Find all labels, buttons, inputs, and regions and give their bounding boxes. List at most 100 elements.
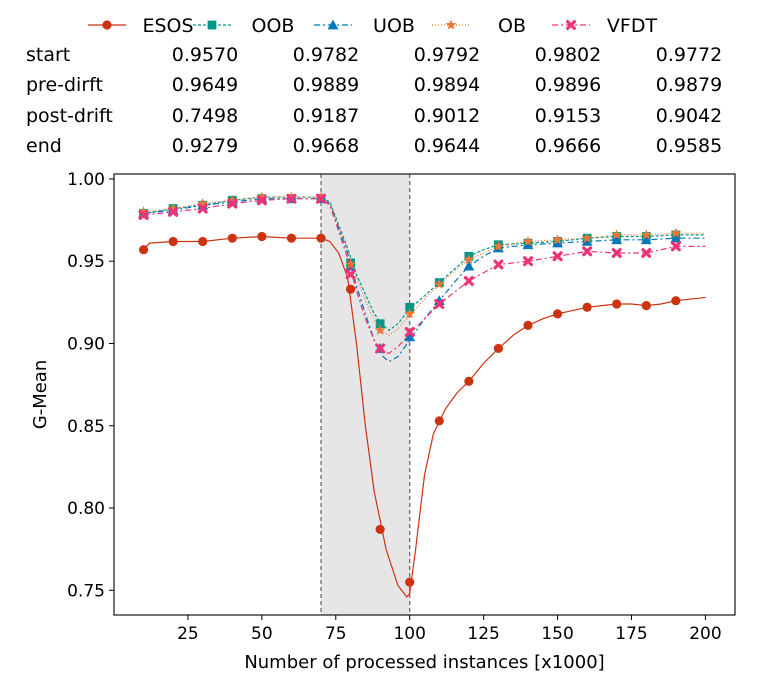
data-point-esos — [493, 343, 504, 354]
data-point-esos — [434, 416, 444, 426]
x-tick-label: 50 — [251, 624, 273, 644]
y-tick-label: 0.85 — [67, 417, 105, 437]
series-uob — [138, 193, 706, 363]
data-point-ob — [197, 198, 209, 209]
summary-value-oob: 0.9668 — [293, 135, 359, 157]
summary-value-oob: 0.9889 — [293, 74, 359, 96]
x-tick-label: 25 — [177, 624, 199, 644]
data-point-vfdt — [434, 298, 445, 309]
summary-table: start 0.9570 0.9782 0.9792 0.9802 0.9772 pre-d… — [26, 44, 722, 157]
summary-value-oob: 0.9782 — [293, 44, 359, 66]
legend-marker-vfdt — [566, 20, 576, 30]
data-point-uob — [611, 234, 623, 245]
data-point-esos — [523, 320, 533, 330]
y-tick-label: 0.95 — [67, 252, 105, 272]
summary-value-uob: 0.9012 — [414, 105, 480, 127]
summary-value-vfdt: 0.9879 — [656, 74, 722, 96]
data-point-esos — [138, 245, 149, 255]
data-point-esos — [168, 236, 178, 247]
data-point-ob — [433, 278, 445, 289]
data-point-vfdt — [197, 203, 208, 214]
data-point-esos — [612, 299, 622, 309]
data-point-esos — [582, 302, 592, 312]
series-line-vfdt — [143, 198, 706, 355]
data-point-vfdt — [138, 210, 149, 221]
data-point-ob — [167, 202, 179, 214]
x-tick-label: 100 — [393, 624, 425, 644]
data-point-vfdt — [641, 247, 652, 258]
summary-value-ob: 0.9896 — [535, 74, 601, 96]
series-oob — [139, 194, 706, 332]
summary-value-esos: 0.9649 — [172, 74, 238, 96]
x-axis: 25 50 75 100 125 150 175 200 — [177, 615, 722, 644]
data-point-ob — [404, 308, 416, 319]
legend-marker-uob — [327, 19, 339, 30]
data-point-vfdt — [493, 259, 504, 270]
data-point-esos — [375, 524, 385, 535]
data-point-vfdt — [168, 206, 179, 217]
series-vfdt — [138, 193, 706, 355]
data-point-ob — [463, 253, 475, 265]
series-line-esos — [143, 235, 706, 598]
y-tick-label: 0.90 — [67, 334, 105, 354]
data-point-vfdt — [227, 198, 238, 209]
data-point-vfdt — [345, 269, 356, 280]
summary-value-ob: 0.9153 — [535, 105, 601, 127]
data-point-vfdt — [582, 246, 593, 257]
data-point-esos — [316, 233, 326, 243]
data-point-ob — [374, 324, 386, 335]
drift-region-band — [321, 174, 410, 615]
data-point-uob — [581, 236, 593, 246]
data-point-vfdt — [611, 247, 622, 258]
y-tick-label: 0.75 — [67, 581, 105, 601]
data-point-ob — [345, 258, 356, 270]
summary-value-esos: 0.9279 — [172, 135, 238, 157]
data-point-esos — [345, 284, 356, 294]
data-point-ob — [611, 229, 623, 240]
legend-label-oob: OOB — [252, 15, 295, 37]
data-point-vfdt — [375, 343, 386, 354]
legend-marker-ob — [445, 19, 457, 30]
legend-item-ob: OB — [432, 15, 526, 37]
data-point-ob — [640, 229, 652, 240]
data-point-ob — [581, 232, 593, 243]
x-tick-label: 200 — [689, 624, 721, 644]
data-point-ob — [552, 234, 563, 245]
legend-item-esos: ESOS — [88, 15, 194, 37]
series-line-oob — [143, 196, 706, 332]
legend-item-uob: UOB — [314, 15, 415, 37]
x-axis-label: Number of processed instances [x1000] — [244, 652, 604, 673]
y-tick-label: 1.00 — [67, 170, 105, 190]
plot-area — [113, 173, 736, 616]
series-line-uob — [143, 198, 706, 363]
data-point-esos — [552, 309, 563, 319]
summary-row-label: start — [26, 44, 70, 66]
summary-value-vfdt: 0.9772 — [656, 44, 722, 66]
summary-value-uob: 0.9894 — [414, 74, 480, 96]
data-point-vfdt — [523, 256, 533, 267]
data-point-oob — [405, 302, 415, 312]
summary-row-start: start 0.9570 0.9782 0.9792 0.9802 0.9772 — [26, 44, 722, 66]
data-point-uob — [522, 239, 534, 250]
summary-row-end: end 0.9279 0.9668 0.9644 0.9666 0.9585 — [26, 135, 722, 157]
summary-value-oob: 0.9187 — [293, 105, 359, 127]
data-point-vfdt — [552, 251, 563, 262]
data-point-uob — [640, 234, 652, 245]
summary-row-pre-dirft: pre-dirft 0.9649 0.9889 0.9894 0.9896 0.9879 — [26, 74, 722, 96]
data-point-vfdt — [404, 326, 415, 337]
y-axis-label: G-Mean — [30, 360, 51, 430]
data-point-uob — [404, 331, 416, 342]
data-point-oob — [375, 319, 385, 329]
legend-item-vfdt: VFDT — [552, 15, 657, 37]
summary-row-post-drift: post-drift 0.7498 0.9187 0.9012 0.9153 0.9042 — [26, 105, 722, 127]
data-point-vfdt — [256, 195, 267, 206]
summary-row-label: end — [26, 135, 62, 157]
data-point-esos — [286, 233, 297, 243]
y-axis: 0.75 0.80 0.85 0.90 0.95 1.00 — [67, 170, 114, 601]
legend-marker-oob — [207, 20, 217, 30]
summary-value-ob: 0.9802 — [535, 44, 601, 66]
data-point-uob — [552, 237, 563, 248]
legend-label-ob: OB — [498, 15, 526, 37]
data-point-esos — [671, 296, 681, 306]
